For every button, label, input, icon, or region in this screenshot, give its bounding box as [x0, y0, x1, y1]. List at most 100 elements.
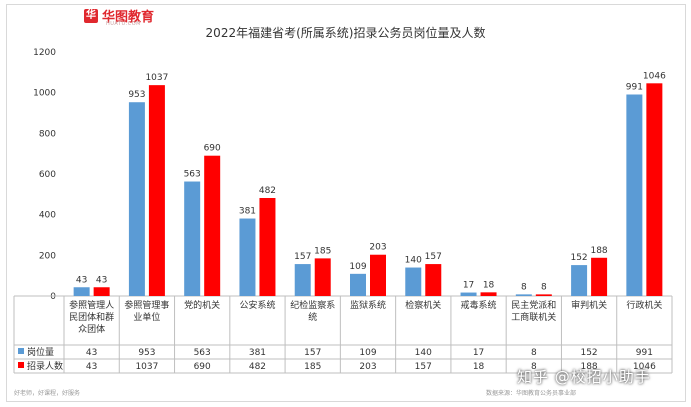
data-label: 109	[349, 262, 366, 272]
table-cell: 109	[359, 348, 376, 358]
x-tick-label: 统	[308, 311, 317, 323]
table-cell: 188	[580, 362, 597, 372]
bar-recruits	[480, 292, 497, 296]
table-cell: 1046	[633, 362, 656, 372]
data-label: 1037	[145, 73, 168, 83]
table-cell: 8	[531, 348, 537, 358]
bar-recruits	[535, 294, 552, 296]
bar-positions	[73, 287, 90, 296]
table-cell: 1037	[135, 362, 158, 372]
bar-recruits	[370, 254, 386, 296]
x-tick-label: 参照管理人	[69, 299, 114, 311]
table-cell: 953	[138, 348, 155, 358]
y-tick-label: 400	[39, 211, 56, 221]
brand-name: 华图教育	[102, 10, 155, 25]
bar-recruits	[314, 258, 331, 296]
brand-logo: 华 华图教育	[84, 6, 154, 25]
bar-positions	[350, 273, 366, 296]
table-cell: 482	[249, 362, 266, 372]
x-tick-label: 监狱系统	[350, 299, 386, 311]
data-label: 43	[76, 275, 87, 285]
bar-positions	[239, 218, 256, 296]
y-tick-label: 600	[39, 170, 56, 180]
bar-recruits	[148, 85, 165, 296]
table-cell: 203	[359, 362, 376, 372]
x-tick-label: 民团体和群	[69, 311, 114, 323]
data-label: 157	[425, 252, 442, 262]
bar-recruits	[425, 264, 442, 296]
brand-sub: HUATU.COM	[106, 21, 141, 27]
x-tick-label: 工商联机关	[511, 311, 556, 323]
bar-positions	[626, 94, 643, 296]
footer-source: 数据来源：华图教育公务员事业部	[486, 390, 577, 397]
table-cell: 991	[636, 348, 653, 358]
bar-positions	[571, 265, 588, 296]
y-tick-label: 800	[39, 129, 56, 139]
y-tick-label: 1000	[33, 89, 56, 99]
data-label: 157	[294, 252, 311, 262]
brand-mark-icon: 华	[84, 8, 98, 23]
bar-recruits	[204, 155, 221, 296]
legend-swatch	[18, 348, 24, 354]
legend-label: 岗位量	[27, 346, 54, 358]
table-cell: 381	[249, 348, 266, 358]
table-cell: 43	[86, 348, 97, 358]
bar-recruits	[591, 257, 608, 296]
x-tick-label: 公安系统	[239, 299, 275, 311]
table-cell: 140	[415, 348, 432, 358]
table-cell: 17	[473, 348, 484, 358]
bar-recruits	[646, 83, 663, 297]
table-cell: 43	[86, 362, 97, 372]
y-tick-label: 0	[50, 292, 56, 302]
bar-positions	[460, 292, 477, 296]
data-label: 563	[184, 170, 201, 180]
data-label: 17	[463, 281, 474, 291]
table-cell: 152	[580, 348, 597, 358]
table-cell: 185	[304, 362, 321, 372]
x-tick-label: 民主党派和	[511, 299, 556, 311]
bar-positions	[128, 102, 145, 297]
data-label: 188	[590, 246, 607, 256]
x-tick-label: 行政机关	[626, 299, 662, 311]
bar-recruits	[259, 197, 276, 296]
x-tick-label: 检察机关	[405, 299, 441, 311]
bar-positions	[405, 267, 422, 296]
data-label: 482	[259, 186, 276, 196]
x-tick-label: 众团体	[78, 323, 105, 335]
bar-positions	[294, 264, 311, 296]
data-label: 1046	[643, 71, 666, 81]
watermark-text: 知乎 @校招小助手	[517, 368, 651, 386]
y-tick-label: 1200	[33, 48, 56, 58]
data-label: 152	[570, 253, 587, 263]
legend-label: 招录人数	[27, 360, 63, 372]
data-label: 18	[483, 280, 495, 290]
table-cell: 157	[304, 348, 321, 358]
bar-positions	[184, 181, 201, 296]
chart-title: 2022年福建省考(所属系统)招录公务员岗位量及人数	[205, 26, 486, 40]
table-cell: 18	[473, 362, 485, 372]
x-tick-label: 参照管理事	[124, 299, 169, 311]
x-tick-label: 戒毒系统	[461, 299, 497, 311]
table-cell: 157	[415, 362, 432, 372]
data-label: 953	[128, 90, 145, 100]
data-label: 8	[541, 282, 547, 292]
x-tick-label: 审判机关	[571, 299, 607, 311]
table-cell: 8	[531, 362, 537, 372]
data-label: 203	[369, 243, 386, 253]
table-cell: 690	[194, 362, 211, 372]
data-label: 43	[96, 275, 107, 285]
data-label: 8	[521, 282, 527, 292]
bar-recruits	[93, 287, 110, 296]
x-tick-label: 纪检监察系	[290, 299, 335, 311]
y-tick-label: 200	[39, 251, 56, 261]
data-label: 140	[405, 256, 422, 266]
data-label: 991	[626, 82, 643, 92]
table-cell: 563	[194, 348, 211, 358]
legend-swatch	[18, 362, 24, 368]
bar-positions	[515, 294, 532, 296]
data-label: 185	[314, 246, 331, 256]
x-tick-label: 业单位	[133, 311, 160, 323]
footer-credits: 好老师，好课程，好服务	[14, 390, 81, 397]
data-label: 690	[204, 144, 221, 154]
